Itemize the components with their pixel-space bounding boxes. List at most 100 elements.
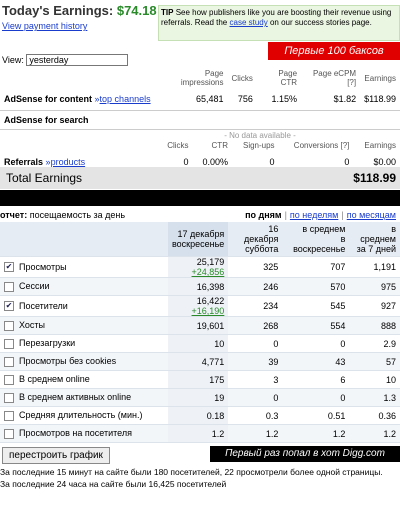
- row-label-cell: Сессии: [0, 277, 168, 296]
- header-row: Page impressions Clicks Page CTR Page eCPM …: [0, 68, 400, 88]
- value-text: 268: [263, 320, 279, 331]
- row-label: Средняя длительность (мин.): [19, 410, 143, 421]
- value: 43: [282, 352, 350, 371]
- value: 0.51: [282, 406, 350, 425]
- view-select[interactable]: yesterday: [26, 54, 129, 66]
- tabs: по дням | по неделям | по месяцам: [245, 208, 396, 222]
- value-text: 19,601: [196, 320, 225, 331]
- column-header-line: воскресенье: [172, 239, 225, 249]
- row-label-cell: Средняя длительность (мин.): [0, 406, 168, 425]
- value: 246: [228, 277, 283, 296]
- row-label: Посетители: [19, 300, 68, 311]
- checkbox[interactable]: ✔: [4, 262, 14, 273]
- value: 2.9: [349, 334, 400, 353]
- delta: +24,856: [191, 267, 225, 277]
- row-label-cell: Перезагрузки: [0, 334, 168, 353]
- checkbox[interactable]: [4, 374, 14, 385]
- column-header: Clicks: [167, 140, 189, 150]
- value: $1.82: [333, 93, 357, 104]
- checkbox[interactable]: [4, 428, 14, 439]
- value: 1.3: [349, 388, 400, 407]
- tab[interactable]: по месяцам: [346, 210, 396, 220]
- value: 10: [168, 334, 229, 353]
- value: 570: [282, 277, 350, 296]
- column-header: Conversions [?]: [293, 140, 350, 150]
- total-row: Total Earnings $118.99: [0, 167, 400, 189]
- data-row: AdSense for content »top channels 65,481 7…: [0, 88, 400, 110]
- value-text: 888: [380, 320, 396, 331]
- value: 545: [282, 295, 350, 317]
- value-text: 927: [380, 301, 396, 311]
- value: 0: [228, 334, 283, 353]
- column-header: Earnings: [364, 73, 396, 83]
- value-text: 0: [340, 392, 346, 403]
- value-text: 1.2: [383, 428, 396, 439]
- value: 554: [282, 316, 350, 335]
- tab[interactable]: по неделям: [289, 210, 339, 220]
- row-link[interactable]: products: [50, 156, 86, 167]
- value-text: 4,771: [201, 356, 225, 367]
- value-text: 16,422: [196, 296, 225, 306]
- value: $0.00: [373, 156, 396, 167]
- value-text: 0: [340, 338, 346, 349]
- row-link[interactable]: top channels: [99, 93, 151, 104]
- value: 19: [168, 388, 229, 407]
- history-link[interactable]: View payment history: [2, 21, 88, 31]
- stats-row: Просмотров на посетителя 1.2 1.2 1.2 1.2: [0, 424, 400, 443]
- value-text: 25,179: [196, 257, 225, 267]
- value: 0: [282, 388, 350, 407]
- row-label-cell: Хосты: [0, 316, 168, 335]
- row-label-cell: AdSense for content »top channels: [0, 88, 158, 110]
- earnings-title: Today's Earnings: $74.18: [2, 3, 157, 18]
- value-text: 570: [330, 281, 346, 292]
- value-text: 0.36: [378, 410, 396, 421]
- column-header: в среднем за 7 дней: [349, 222, 400, 257]
- footer-line: За последние 15 минут на сайте были 180 …: [0, 467, 383, 477]
- value: 0: [269, 156, 275, 167]
- value-text: 3: [273, 374, 279, 385]
- tip-text: See how publishers like you are boosting…: [161, 8, 392, 27]
- separator: |: [341, 210, 344, 220]
- value-text: 554: [330, 320, 346, 331]
- column-header: Page CTR: [278, 69, 298, 87]
- value: 1.2: [349, 424, 400, 443]
- value: 975: [349, 277, 400, 296]
- value: 175: [168, 370, 229, 389]
- column-header-line: 17 декабря: [177, 229, 225, 239]
- view-label: View:: [2, 55, 24, 65]
- value-text: 1.2: [265, 428, 279, 439]
- tab[interactable]: по дням: [245, 210, 282, 220]
- value: 0.36: [349, 406, 400, 425]
- column-header: в среднем в воскресенье: [282, 222, 350, 257]
- value: 4,771: [168, 352, 229, 371]
- value: 65,481: [195, 93, 224, 104]
- checkbox[interactable]: ✔: [4, 301, 14, 312]
- tip-link[interactable]: case study: [229, 18, 268, 27]
- column-header-line: в среднем: [360, 224, 396, 244]
- value-text: 0.51: [327, 410, 346, 421]
- tip-box: TIP See how publishers like you are boos…: [158, 5, 400, 41]
- row-label: В среднем online: [19, 374, 90, 385]
- earnings-tables: Page impressions Clicks Page CTR Page eCPM …: [0, 68, 400, 173]
- checkbox[interactable]: [4, 320, 14, 331]
- report-label: отчет:: [0, 210, 28, 220]
- column-header: Earnings: [364, 140, 396, 150]
- value-text: 2.9: [383, 338, 396, 349]
- checkbox[interactable]: [4, 281, 14, 292]
- value-text: 16,398: [196, 281, 225, 292]
- rebuild-button[interactable]: перестроить график: [2, 447, 110, 464]
- stats-row: Перезагрузки 10 0 0 2.9: [0, 334, 400, 353]
- report-header: отчет: посещаемость за день по дням | по не…: [0, 208, 400, 222]
- checkbox[interactable]: [4, 392, 14, 403]
- value: 234: [228, 295, 283, 317]
- checkbox[interactable]: [4, 410, 14, 421]
- banner: Первые 100 баксов: [268, 42, 400, 60]
- value-text: 707: [330, 262, 346, 272]
- checkbox[interactable]: [4, 356, 14, 367]
- report-name: посещаемость за день: [29, 210, 126, 220]
- stats: отчет: посещаемость за день по дням | по не…: [0, 208, 400, 490]
- header-row: Clicks CTR Sign-ups Conversions [?] Earnings: [0, 140, 400, 151]
- stats-row: ✔ Просмотры 25,179 +24,856 325 707 1,191: [0, 256, 400, 278]
- checkbox[interactable]: [4, 338, 14, 349]
